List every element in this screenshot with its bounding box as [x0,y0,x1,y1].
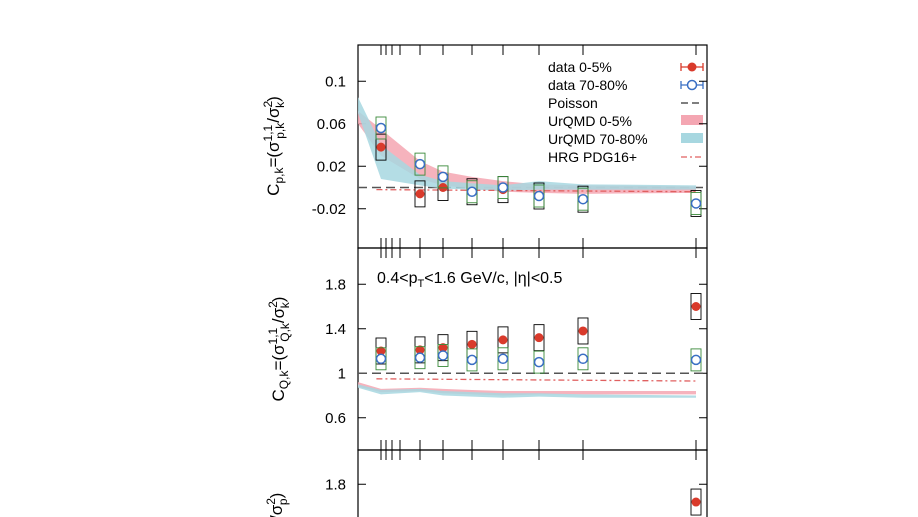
ylabel-bottom: /σ2p) [264,493,290,517]
panel-bottom [357,449,708,517]
panel-bottom-frame [357,449,708,517]
data-point-central [415,345,425,355]
legend-marker-data-central [680,62,704,72]
legend-label-urqmd-peripheral: UrQMD 70-80% [548,131,648,147]
data-point-peripheral [577,193,589,205]
y-tick-label: 1.8 [325,476,346,493]
syst-box [375,133,387,161]
syst-box [414,180,426,208]
data-point-peripheral [375,122,387,134]
data-point-peripheral [690,354,702,366]
y-tick-label: 1 [338,365,346,382]
syst-box [690,293,702,320]
data-point-peripheral [437,171,449,183]
data-point-peripheral [533,356,545,368]
syst-box [577,317,589,345]
hrg-line [376,378,697,382]
syst-box [533,324,545,352]
data-point-peripheral [375,353,387,365]
ylabel-middle: CQ,k=(σ1,1Q,k/σ2k) [266,297,292,402]
data-point-peripheral [533,190,545,202]
urqmd-band [358,384,696,398]
data-point-central [691,497,701,507]
y-tick-label: 0.02 [317,158,346,175]
data-point-peripheral [437,350,449,361]
syst-box [497,326,509,354]
data-point-central [467,339,477,349]
plot-layer: 0.1 0.06 0.02 -0.02 1.8 1.4 1 0.6 1.8 [312,45,707,516]
data-point-central [534,333,544,343]
data-point-central [498,335,508,345]
data-point-central [691,302,701,311]
data-point-central [376,346,386,356]
legend-marker-urqmd-central [681,115,703,125]
legend: data 0-5% data 70-80% Poisson UrQMD 0-5%… [548,59,704,165]
data-point-peripheral [466,354,478,366]
data-point-peripheral [414,352,426,363]
y-tick-label: 0.1 [325,73,346,90]
data-point-peripheral [466,186,478,197]
hrg-line [376,188,697,193]
data-point-central [415,189,425,199]
y-tick-label: -0.02 [312,201,346,218]
syst-box [690,488,702,516]
legend-label-hrg: HRG PDG16+ [548,149,637,165]
legend-label-poisson: Poisson [548,95,598,111]
data-point-peripheral [497,182,509,193]
ylabel-top: Cp,k=(σ1,1p,k/σ2k) [261,96,287,196]
legend-marker-data-peripheral [680,79,704,91]
data-point-peripheral [497,353,509,365]
panel-top [357,44,708,249]
data-point-peripheral [690,198,702,209]
data-point-peripheral [577,353,589,365]
y-tick-label: 0.06 [317,116,346,133]
legend-label-data-peripheral: data 70-80% [548,77,627,93]
kinematics-annotation: 0.4<pT<1.6 GeV/c, |η|<0.5 [377,270,563,290]
y-tick-label: 1.4 [325,321,346,338]
panel-top-frame [357,44,708,249]
data-point-peripheral [414,158,426,170]
data-point-central [578,326,588,336]
y-tick-label: 1.8 [325,276,346,293]
legend-label-urqmd-central: UrQMD 0-5% [548,113,632,129]
y-tick-label: 0.6 [325,410,346,427]
legend-marker-urqmd-peripheral [681,133,703,143]
legend-label-data-central: data 0-5% [548,59,612,75]
data-point-central [376,142,386,152]
data-point-central [438,343,448,353]
